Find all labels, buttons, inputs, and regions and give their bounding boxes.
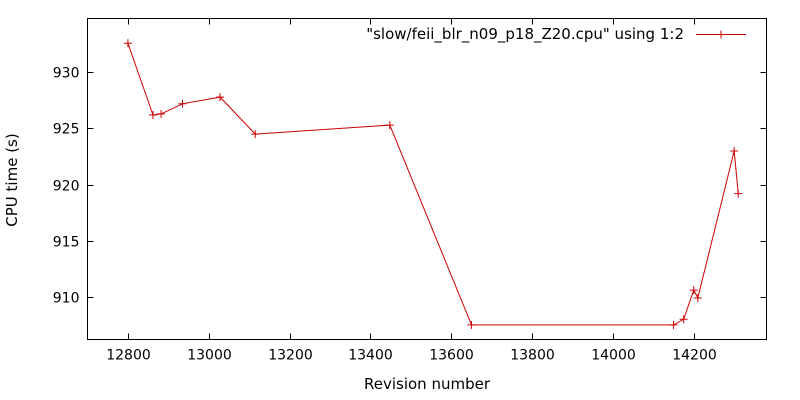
y-tick-label: 915: [53, 235, 80, 251]
data-point: [689, 286, 698, 295]
y-tick-label: 930: [53, 66, 80, 82]
series-layer: [123, 39, 743, 329]
x-tick-label: 14200: [672, 348, 717, 364]
data-point: [178, 99, 187, 108]
legend-marker: [717, 30, 725, 39]
data-point: [467, 320, 476, 329]
x-tick-label: 13600: [429, 348, 474, 364]
x-tick-label: 13800: [510, 348, 555, 364]
y-tick-label: 920: [53, 179, 80, 195]
legend: "slow/feii_blr_n09_p18_Z20.cpu" using 1:…: [366, 25, 746, 44]
data-point: [148, 111, 157, 120]
data-point: [157, 109, 166, 118]
data-point: [693, 293, 702, 302]
data-point: [385, 121, 394, 130]
plot-frame: [87, 18, 767, 340]
y-axis-label: CPU time (s): [3, 133, 21, 226]
x-axis: 12800 13000 13200 13400 13600 13800 14000 14200: [106, 18, 717, 364]
data-point: [123, 39, 132, 48]
series-line: [127, 43, 739, 326]
x-tick-label: 12800: [106, 348, 151, 364]
x-tick-label: 13400: [348, 348, 393, 364]
data-point: [730, 146, 739, 155]
x-tick-label: 13000: [187, 348, 232, 364]
x-tick-label: 13200: [268, 348, 313, 364]
y-tick-label: 910: [53, 291, 80, 307]
y-tick-label: 925: [53, 122, 80, 138]
data-point: [669, 320, 678, 329]
legend-label: "slow/feii_blr_n09_p18_Z20.cpu" using 1:…: [366, 25, 684, 44]
data-point: [251, 130, 260, 139]
data-point: [734, 189, 743, 198]
x-axis-label: Revision number: [364, 375, 491, 393]
y-axis: 910 915 920 925 930: [53, 66, 767, 307]
data-point: [216, 93, 225, 102]
x-tick-label: 14000: [591, 348, 636, 364]
data-point: [679, 315, 688, 324]
